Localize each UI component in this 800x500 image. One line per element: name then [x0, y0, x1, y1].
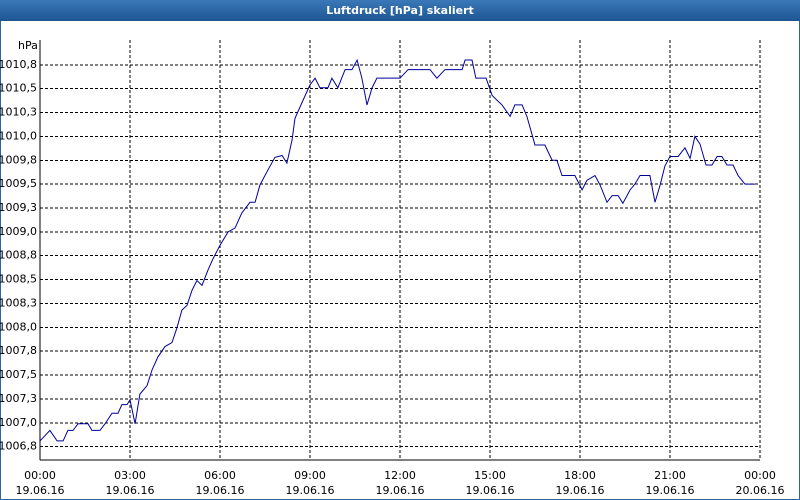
y-unit: hPa: [18, 39, 38, 52]
x-tick-label: 12:00: [384, 469, 416, 482]
y-tick-label: 1008,8: [0, 249, 37, 262]
x-tick-label: 21:00: [654, 469, 686, 482]
x-tick-label: 00:00: [24, 469, 56, 482]
y-tick-label: 1008,3: [0, 296, 37, 309]
y-tick-label: 1009,5: [0, 177, 37, 190]
y-tick-label: 1009,8: [0, 153, 37, 166]
chart-title: Luftdruck [hPa] skaliert: [326, 4, 474, 17]
y-tick-label: 1010,8: [0, 58, 37, 71]
y-tick-label: 1007,0: [0, 416, 37, 429]
line-series: [39, 58, 755, 442]
x-tick-label: 03:00: [114, 469, 146, 482]
x-tick-label: 15:00: [474, 469, 506, 482]
y-tick-label: 1006,8: [0, 440, 37, 453]
y-tick-label: 1008,5: [0, 273, 37, 286]
x-tick-date: 20.06.16: [736, 484, 785, 497]
x-tick-date: 19.06.16: [106, 484, 155, 497]
y-tick-label: 1007,8: [0, 344, 37, 357]
x-tick-date: 19.06.16: [16, 484, 65, 497]
title-bar: [0, 0, 800, 21]
y-tick-label: 1010,0: [0, 129, 37, 142]
x-tick-date: 19.06.16: [556, 484, 605, 497]
x-tick-date: 19.06.16: [196, 484, 245, 497]
y-tick-label: 1009,0: [0, 225, 37, 238]
y-tick-label: 1010,5: [0, 82, 37, 95]
y-tick-label: 1010,3: [0, 106, 37, 119]
y-tick-label: 1009,3: [0, 201, 37, 214]
y-tick-label: 1007,3: [0, 392, 37, 405]
x-tick-date: 19.06.16: [286, 484, 335, 497]
x-tick-date: 19.06.16: [376, 484, 425, 497]
x-tick-label: 00:00: [744, 469, 776, 482]
x-tick-date: 19.06.16: [646, 484, 695, 497]
x-tick-label: 06:00: [204, 469, 236, 482]
y-tick-label: 1008,0: [0, 320, 37, 333]
x-tick-label: 09:00: [294, 469, 326, 482]
x-tick-date: 19.06.16: [466, 484, 515, 497]
y-tick-label: 1007,5: [0, 368, 37, 381]
x-tick-label: 18:00: [564, 469, 596, 482]
